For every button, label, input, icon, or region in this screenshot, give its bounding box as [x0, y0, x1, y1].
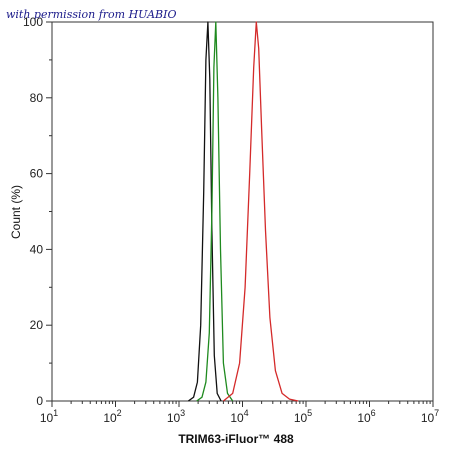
plot-frame	[51, 21, 434, 402]
x-tick-label: 103	[167, 408, 185, 425]
x-axis: 101 102 103 104 105 106 107	[40, 401, 439, 425]
x-tick-label: 104	[230, 408, 248, 425]
x-tick-label: 106	[357, 408, 375, 425]
y-tick-label: 80	[30, 91, 44, 105]
y-tick-label: 100	[23, 15, 43, 29]
x-tick-label: 102	[103, 408, 121, 425]
x-tick-label: 105	[294, 408, 312, 425]
x-tick-label: 107	[421, 408, 439, 425]
series-line-1	[187, 21, 222, 402]
y-axis-title: Count (%)	[9, 185, 23, 239]
x-axis-title: TRIM63-iFluor™ 488	[178, 432, 294, 446]
y-axis: 0 20 40 60 80 100	[23, 15, 52, 408]
y-tick-label: 40	[30, 242, 44, 256]
series-line-2	[196, 21, 234, 402]
y-tick-label: 20	[30, 318, 44, 332]
x-tick-label: 101	[40, 408, 58, 425]
watermark-text: with permission from HUABIO	[6, 8, 177, 21]
series-line-3	[222, 21, 299, 402]
y-tick-label: 0	[36, 394, 43, 408]
y-tick-label: 60	[30, 167, 44, 181]
series-group	[187, 21, 299, 402]
